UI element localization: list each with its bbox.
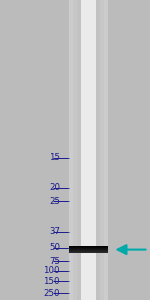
- Text: 75: 75: [49, 256, 60, 266]
- Text: 15: 15: [49, 153, 60, 162]
- Text: 37: 37: [49, 227, 60, 236]
- Text: 250: 250: [44, 289, 60, 298]
- Text: 20: 20: [49, 183, 60, 192]
- Text: 100: 100: [44, 266, 60, 275]
- Text: 150: 150: [44, 277, 60, 286]
- Text: 50: 50: [49, 243, 60, 252]
- Text: 25: 25: [49, 196, 60, 206]
